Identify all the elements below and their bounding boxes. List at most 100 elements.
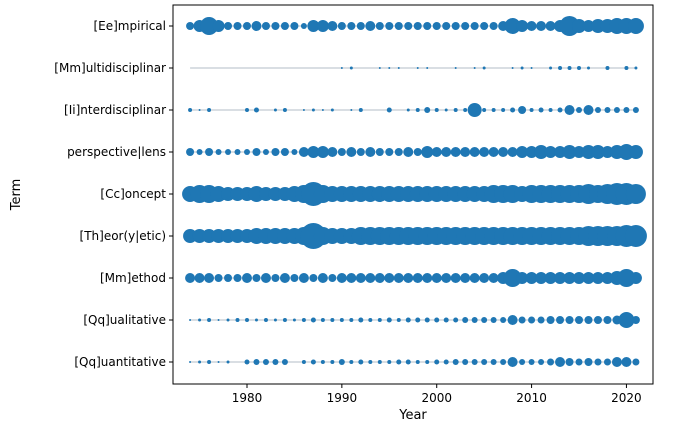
x-tick-label: 2000 — [421, 391, 452, 405]
data-point — [488, 147, 499, 157]
data-point — [251, 21, 262, 31]
data-point — [443, 317, 449, 323]
data-point — [434, 108, 439, 112]
data-point — [320, 318, 325, 322]
data-point — [425, 360, 430, 364]
data-point — [426, 67, 429, 69]
data-point — [557, 107, 563, 113]
data-point — [207, 360, 212, 364]
data-point — [441, 273, 452, 283]
data-point — [263, 318, 268, 322]
data-point — [617, 269, 636, 287]
data-point — [235, 318, 240, 322]
y-tick-label: [Cc]oncept — [100, 187, 166, 201]
data-point — [321, 109, 324, 111]
data-point — [226, 360, 230, 364]
data-point — [601, 272, 614, 284]
data-point — [186, 148, 195, 156]
data-point — [603, 316, 612, 324]
data-point — [421, 146, 434, 158]
data-point — [243, 149, 250, 155]
data-point — [272, 359, 279, 365]
data-point — [504, 18, 521, 34]
data-point — [365, 21, 376, 31]
data-point — [260, 273, 271, 283]
data-point — [520, 66, 524, 70]
data-point — [196, 149, 203, 155]
y-tick-label: [Th]eor(y|etic) — [80, 229, 166, 243]
data-point — [355, 273, 366, 283]
data-point — [631, 316, 640, 324]
data-point — [310, 359, 316, 365]
data-point — [205, 148, 214, 156]
data-point — [378, 67, 381, 69]
data-point — [290, 22, 299, 30]
data-point — [632, 358, 640, 366]
data-point — [482, 108, 487, 112]
data-point — [252, 148, 261, 156]
data-point — [565, 358, 574, 366]
data-point — [416, 67, 419, 69]
data-point — [573, 272, 586, 284]
data-point — [480, 22, 489, 30]
data-point — [350, 109, 353, 111]
data-point — [501, 108, 506, 112]
data-point — [349, 66, 353, 70]
data-point — [413, 148, 422, 156]
data-point — [621, 357, 632, 367]
data-point — [469, 273, 480, 283]
data-point — [491, 108, 496, 112]
data-point — [525, 146, 538, 158]
data-point — [368, 318, 373, 322]
data-point — [526, 21, 537, 31]
data-point — [302, 109, 305, 111]
data-point — [396, 359, 402, 365]
data-point — [441, 147, 452, 157]
x-axis: 1980 1990 2000 2010 2020 — [232, 384, 642, 405]
data-point — [453, 108, 458, 112]
data-point — [591, 272, 604, 284]
data-point — [450, 147, 461, 157]
data-point — [413, 22, 422, 30]
data-point — [198, 360, 202, 364]
data-point — [386, 317, 392, 323]
data-point — [217, 319, 220, 321]
data-point — [406, 108, 410, 112]
data-point — [482, 66, 486, 70]
data-point — [234, 149, 241, 155]
data-point — [349, 318, 354, 322]
data-point — [273, 318, 277, 322]
data-point — [252, 274, 261, 282]
data-point — [613, 107, 620, 113]
data-point — [358, 317, 364, 323]
data-point — [356, 148, 365, 156]
data-point — [547, 358, 555, 366]
data-point — [374, 273, 385, 283]
data-point — [241, 273, 252, 283]
data-point — [558, 66, 563, 70]
data-point — [207, 318, 212, 322]
data-point — [280, 148, 289, 156]
data-point — [253, 359, 260, 365]
data-point — [271, 148, 280, 156]
data-point — [507, 147, 518, 157]
data-point — [365, 147, 376, 157]
data-point — [601, 146, 614, 158]
data-point — [336, 273, 347, 283]
data-point — [309, 274, 318, 282]
data-point — [500, 359, 507, 365]
y-tick-label: [Qq]ualitative — [83, 313, 166, 327]
data-point — [431, 147, 442, 157]
data-point — [584, 316, 593, 324]
x-tick-label: 2020 — [611, 391, 642, 405]
data-point — [603, 358, 611, 366]
data-point — [534, 145, 549, 159]
data-point — [320, 360, 325, 364]
data-point — [282, 108, 287, 112]
data-point — [375, 148, 384, 156]
data-point — [385, 148, 394, 156]
data-point — [330, 318, 335, 322]
data-point — [454, 67, 457, 69]
data-point — [298, 273, 309, 283]
